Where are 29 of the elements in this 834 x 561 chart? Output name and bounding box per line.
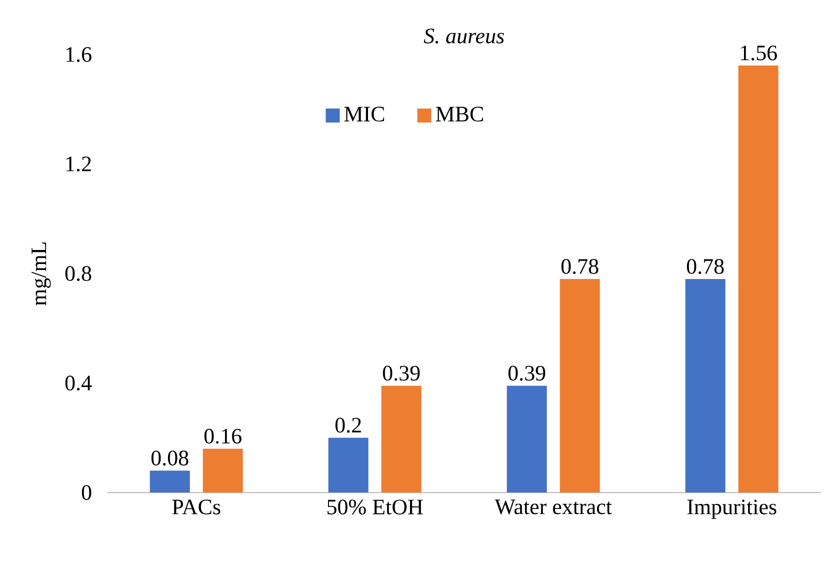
x-tick-label: PACs (172, 500, 220, 514)
bar (381, 386, 422, 493)
bar (328, 438, 368, 493)
x-tick-label: Impurities (687, 500, 776, 519)
bar (685, 279, 726, 493)
data-label: 0.39 (508, 366, 546, 381)
chart-title: S. aureus (424, 28, 504, 44)
y-axis-title: mg/mL (32, 242, 51, 306)
data-label: 0.78 (686, 259, 724, 274)
y-tick-label: 1.6 (66, 47, 92, 62)
y-tick-label: 0.8 (65, 266, 92, 282)
data-label: 0.16 (204, 428, 242, 444)
bar (560, 279, 600, 493)
data-label: 1.56 (741, 46, 777, 60)
data-label: 0.08 (151, 450, 188, 466)
data-label: 0.2 (335, 418, 361, 433)
x-tick-label: 50% EtOH (328, 500, 423, 515)
x-tick-label: Water extract (494, 500, 612, 514)
y-tick-label: 0.4 (65, 376, 92, 391)
y-tick-label: 1.2 (66, 156, 91, 172)
legend-label: MBC (436, 106, 483, 122)
bar (150, 470, 190, 493)
bar (506, 386, 547, 493)
y-tick-label: 0 (82, 485, 92, 500)
data-label: 0.78 (561, 259, 598, 274)
data-label: 0.39 (382, 366, 420, 381)
bar (202, 448, 243, 493)
legend-label: MIC (344, 106, 384, 122)
bar (738, 66, 778, 493)
